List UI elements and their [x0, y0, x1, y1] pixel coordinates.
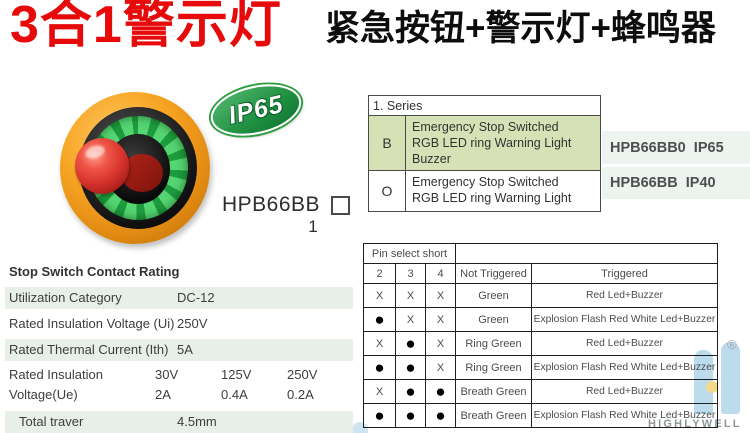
page-title: 3合1警示灯 [10, 0, 282, 54]
pin-mark: ● [395, 331, 426, 356]
spec-value: 0.4A [221, 387, 248, 402]
triggered-cell: Red Led+Buzzer [531, 283, 718, 308]
triggered-cell: Explosion Flash Red White Led+Buzzer [531, 403, 718, 428]
not-triggered-cell: Ring Green [455, 355, 532, 380]
pin-mark: X [363, 331, 396, 356]
triggered-cell: Explosion Flash Red White Led+Buzzer [531, 307, 718, 332]
pin-mark: ● [395, 403, 426, 428]
spec-value: 4.5mm [177, 414, 217, 429]
spec-value: 125V [221, 367, 252, 382]
model-prefix: HPB66BB [222, 193, 321, 216]
product-photo [55, 88, 235, 250]
pin-mark: X [425, 283, 456, 308]
spec-row-ue: Rated Insulation Voltage(Ue) 30V 125V 25… [5, 365, 353, 407]
spec-value: 30V [155, 367, 179, 382]
spec-value: 0.2A [287, 387, 314, 402]
spec-row: Utilization Category DC-12 [5, 287, 353, 309]
pin-row: X ● X Ring Green Red Led+Buzzer [363, 331, 718, 356]
pin-table-title: Pin select short [363, 243, 456, 264]
pin-mark: X [363, 283, 396, 308]
series-code: O [369, 171, 406, 211]
spec-row: Rated Insulation Voltage (Ui) 250V [5, 313, 353, 335]
spec-value: 2A [155, 387, 171, 402]
series-description: Emergency Stop Switched RGB LED ring War… [412, 175, 572, 205]
triggered-cell: Red Led+Buzzer [531, 379, 718, 404]
spec-label: Rated Thermal Current (Ith) [9, 342, 169, 357]
pin-col-header: 3 [395, 263, 426, 284]
series-description: Emergency Stop Switched RGB LED ring War… [412, 120, 572, 166]
spec-value: 250V [287, 367, 318, 382]
not-triggered-cell: Ring Green [455, 331, 532, 356]
pin-mark: ● [425, 379, 456, 404]
pin-mark: X [395, 283, 426, 308]
spec-value: 5A [177, 342, 193, 357]
series-caption: 1. Series [369, 96, 600, 116]
pin-col-header: 4 [425, 263, 456, 284]
spec-ue-voltages: 30V 125V 250V [155, 365, 353, 385]
not-triggered-cell: Breath Green [455, 379, 532, 404]
series-table: 1. Series B Emergency Stop Switched RGB … [368, 95, 601, 212]
spec-value: 250V [177, 316, 208, 331]
spec-ue-values: 30V 125V 250V 2A 0.4A 0.2A [155, 365, 353, 407]
pin-row: X ● ● Breath Green Red Led+Buzzer [363, 379, 718, 404]
spec-ue-currents: 2A 0.4A 0.2A [155, 385, 353, 405]
series-row-b: B Emergency Stop Switched RGB LED ring W… [369, 116, 600, 171]
ip65-badge-label: IP65 [225, 89, 287, 130]
triggered-cell: Red Led+Buzzer [531, 331, 718, 356]
pin-table-title-empty [455, 243, 718, 264]
series-code: B [369, 116, 406, 170]
spec-row: Rated Thermal Current (Ith) 5A [5, 339, 353, 361]
pin-mark: ● [363, 307, 396, 332]
pin-mark: ● [395, 355, 426, 380]
model-code-line: HPB66BB [222, 193, 351, 217]
pin-mark: X [395, 307, 426, 332]
pin-mark: ● [425, 403, 456, 428]
pin-mark: X [425, 307, 456, 332]
pin-col-header: 2 [363, 263, 396, 284]
model-label-ip40: HPB66BB IP40 [602, 167, 750, 199]
pin-select-table: Pin select short 2 3 4 Not Triggered Tri… [363, 243, 718, 428]
model-option-index: 1 [308, 217, 318, 236]
series-row-o: O Emergency Stop Switched RGB LED ring W… [369, 171, 600, 211]
pin-mark: X [425, 331, 456, 356]
pin-mark: ● [363, 403, 396, 428]
model-option-box [331, 196, 351, 215]
model-label-ip65: HPB66BB0 IP65 [602, 131, 750, 164]
pin-col-header: Triggered [531, 263, 718, 284]
pin-table-header-row: 2 3 4 Not Triggered Triggered [363, 263, 718, 284]
spec-label: Rated Insulation Voltage (Ui) [9, 316, 175, 331]
not-triggered-cell: Green [455, 283, 532, 308]
pin-row: ● ● X Ring Green Explosion Flash Red Whi… [363, 355, 718, 380]
pin-row: X X X Green Red Led+Buzzer [363, 283, 718, 308]
pin-row: ● ● ● Breath Green Explosion Flash Red W… [363, 403, 718, 428]
spec-table: Stop Switch Contact Rating Utilization C… [5, 261, 353, 433]
spec-title: Stop Switch Contact Rating [9, 264, 180, 279]
registered-mark: ® [727, 337, 737, 352]
triggered-cell: Explosion Flash Red White Led+Buzzer [531, 355, 718, 380]
spec-row: Total traver 4.5mm [5, 411, 353, 433]
not-triggered-cell: Green [455, 307, 532, 332]
spec-value: DC-12 [177, 290, 215, 305]
spec-label: Total traver [19, 414, 84, 429]
logo-bar-icon [721, 342, 740, 414]
pin-mark: X [425, 355, 456, 380]
page-subtitle: 紧急按钮+警示灯+蜂鸣器 [325, 9, 716, 48]
pin-row: ● X X Green Explosion Flash Red White Le… [363, 307, 718, 332]
spec-label: Rated Insulation Voltage(Ue) [9, 367, 103, 402]
pin-mark: X [363, 379, 396, 404]
not-triggered-cell: Breath Green [455, 403, 532, 428]
pin-mark: ● [395, 379, 426, 404]
logo-fragment-icon [352, 422, 368, 433]
spec-label: Utilization Category [9, 290, 122, 305]
pin-table-title-row: Pin select short [363, 243, 718, 264]
pin-mark: ● [363, 355, 396, 380]
pin-col-header: Not Triggered [455, 263, 532, 284]
